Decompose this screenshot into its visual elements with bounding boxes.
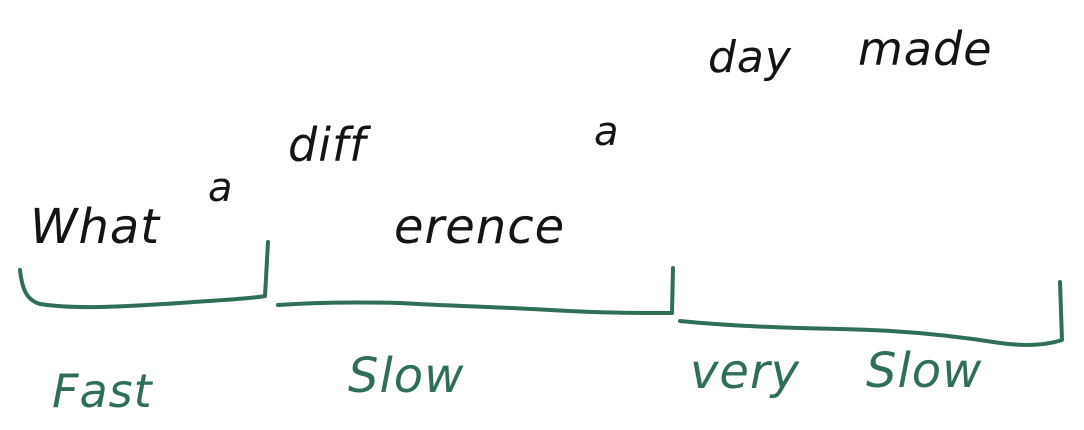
label-slow-second: Slow xyxy=(866,343,983,399)
word-a-first: a xyxy=(208,165,234,211)
label-slow: Slow xyxy=(348,348,465,404)
word-made: made xyxy=(858,22,993,76)
word-day: day xyxy=(708,32,792,83)
bracket-very-slow xyxy=(678,280,1064,347)
bracket-slow xyxy=(276,266,675,315)
word-what: What xyxy=(30,199,161,255)
word-erence: erence xyxy=(394,199,566,255)
label-fast: Fast xyxy=(52,364,153,418)
label-very: very xyxy=(690,344,801,400)
bracket-fast xyxy=(18,240,270,310)
word-a-second: a xyxy=(594,109,620,155)
word-diff: diff xyxy=(288,118,367,172)
